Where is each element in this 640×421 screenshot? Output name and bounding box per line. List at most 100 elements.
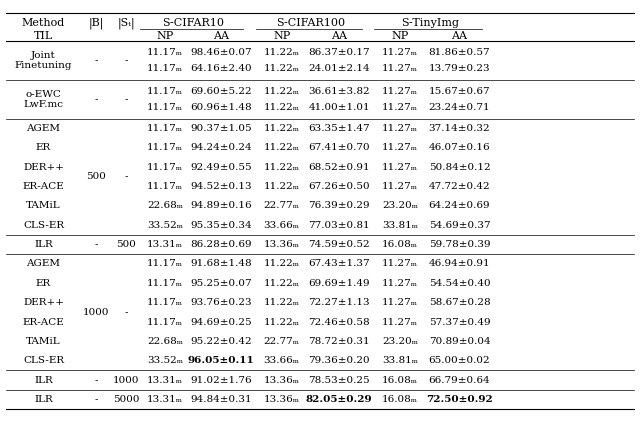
- Text: CLS-ER: CLS-ER: [23, 221, 64, 230]
- Text: 11.27ₘ: 11.27ₘ: [382, 259, 418, 269]
- Text: -: -: [94, 56, 98, 65]
- Text: 94.24±0.24: 94.24±0.24: [190, 143, 252, 152]
- Text: 11.27ₘ: 11.27ₘ: [382, 298, 418, 307]
- Text: 66.79±0.64: 66.79±0.64: [429, 376, 490, 385]
- Text: -: -: [94, 376, 98, 385]
- Text: S-CIFAR10: S-CIFAR10: [162, 18, 224, 28]
- Text: 13.36ₘ: 13.36ₘ: [264, 240, 300, 249]
- Text: 11.27ₘ: 11.27ₘ: [382, 143, 418, 152]
- Text: 79.36±0.20: 79.36±0.20: [308, 356, 370, 365]
- Text: 33.52ₘ: 33.52ₘ: [147, 356, 183, 365]
- Text: 11.27ₘ: 11.27ₘ: [382, 317, 418, 327]
- Text: DER++: DER++: [23, 298, 64, 307]
- Text: 11.27ₘ: 11.27ₘ: [382, 103, 418, 112]
- Text: 86.37±0.17: 86.37±0.17: [308, 48, 370, 57]
- Text: 72.50±0.92: 72.50±0.92: [426, 395, 493, 404]
- Text: 37.14±0.32: 37.14±0.32: [429, 124, 490, 133]
- Text: 81.86±0.57: 81.86±0.57: [429, 48, 490, 57]
- Text: 64.24±0.69: 64.24±0.69: [429, 201, 490, 210]
- Text: 22.77ₘ: 22.77ₘ: [264, 337, 300, 346]
- Text: 69.69±1.49: 69.69±1.49: [308, 279, 370, 288]
- Text: -: -: [94, 240, 98, 249]
- Text: TAMiL: TAMiL: [26, 337, 61, 346]
- Text: ILR: ILR: [34, 240, 53, 249]
- Text: 70.89±0.04: 70.89±0.04: [429, 337, 490, 346]
- Text: 11.27ₘ: 11.27ₘ: [382, 163, 418, 172]
- Text: 33.81ₘ: 33.81ₘ: [382, 221, 418, 230]
- Text: -: -: [124, 95, 128, 104]
- Text: ILR: ILR: [34, 395, 53, 404]
- Text: 11.22ₘ: 11.22ₘ: [264, 124, 300, 133]
- Text: 16.08ₘ: 16.08ₘ: [382, 395, 418, 404]
- Text: 11.22ₘ: 11.22ₘ: [264, 87, 300, 96]
- Text: 11.27ₘ: 11.27ₘ: [382, 48, 418, 57]
- Text: 11.27ₘ: 11.27ₘ: [382, 87, 418, 96]
- Text: DER++: DER++: [23, 163, 64, 172]
- Text: 68.52±0.91: 68.52±0.91: [308, 163, 370, 172]
- Text: 65.00±0.02: 65.00±0.02: [429, 356, 490, 365]
- Text: 11.22ₘ: 11.22ₘ: [264, 48, 300, 57]
- Text: 50.84±0.12: 50.84±0.12: [429, 163, 490, 172]
- Text: 11.22ₘ: 11.22ₘ: [264, 298, 300, 307]
- Text: 33.66ₘ: 33.66ₘ: [264, 356, 300, 365]
- Text: 76.39±0.29: 76.39±0.29: [308, 201, 370, 210]
- Text: 41.00±1.01: 41.00±1.01: [308, 103, 370, 112]
- Text: 11.17ₘ: 11.17ₘ: [147, 182, 183, 191]
- Text: 36.61±3.82: 36.61±3.82: [308, 87, 370, 96]
- Text: 13.31ₘ: 13.31ₘ: [147, 376, 183, 385]
- Text: 78.72±0.31: 78.72±0.31: [308, 337, 370, 346]
- Text: AGEM: AGEM: [26, 259, 61, 269]
- Text: 95.35±0.34: 95.35±0.34: [190, 221, 252, 230]
- Text: 11.27ₘ: 11.27ₘ: [382, 279, 418, 288]
- Text: 23.24±0.71: 23.24±0.71: [429, 103, 490, 112]
- Text: 11.17ₘ: 11.17ₘ: [147, 259, 183, 269]
- Text: -: -: [124, 56, 128, 65]
- Text: 11.27ₘ: 11.27ₘ: [382, 182, 418, 191]
- Text: 11.22ₘ: 11.22ₘ: [264, 64, 300, 73]
- Text: AGEM: AGEM: [26, 124, 61, 133]
- Text: 11.22ₘ: 11.22ₘ: [264, 143, 300, 152]
- Text: ER-ACE: ER-ACE: [22, 182, 65, 191]
- Text: AA: AA: [212, 31, 229, 41]
- Text: 78.53±0.25: 78.53±0.25: [308, 376, 370, 385]
- Text: 23.20ₘ: 23.20ₘ: [382, 201, 418, 210]
- Text: NP: NP: [157, 31, 173, 41]
- Text: 11.22ₘ: 11.22ₘ: [264, 163, 300, 172]
- Text: 86.28±0.69: 86.28±0.69: [190, 240, 252, 249]
- Text: ER-ACE: ER-ACE: [22, 317, 65, 327]
- Text: AA: AA: [332, 31, 348, 41]
- Text: 57.37±0.49: 57.37±0.49: [429, 317, 490, 327]
- Text: 92.49±0.55: 92.49±0.55: [190, 163, 252, 172]
- Text: 16.08ₘ: 16.08ₘ: [382, 240, 418, 249]
- Text: 96.05±0.11: 96.05±0.11: [188, 356, 254, 365]
- Text: 46.94±0.91: 46.94±0.91: [429, 259, 490, 269]
- Text: 67.43±1.37: 67.43±1.37: [308, 259, 370, 269]
- Text: 15.67±0.67: 15.67±0.67: [429, 87, 490, 96]
- Text: 11.17ₘ: 11.17ₘ: [147, 317, 183, 327]
- Text: ER: ER: [36, 279, 51, 288]
- Text: 82.05±0.29: 82.05±0.29: [306, 395, 372, 404]
- Text: 11.22ₘ: 11.22ₘ: [264, 103, 300, 112]
- Text: 33.52ₘ: 33.52ₘ: [147, 221, 183, 230]
- Text: -: -: [124, 172, 128, 181]
- Text: 11.17ₘ: 11.17ₘ: [147, 298, 183, 307]
- Text: 94.84±0.31: 94.84±0.31: [190, 395, 252, 404]
- Text: 11.22ₘ: 11.22ₘ: [264, 259, 300, 269]
- Text: 33.66ₘ: 33.66ₘ: [264, 221, 300, 230]
- Text: 58.67±0.28: 58.67±0.28: [429, 298, 490, 307]
- Text: TIL: TIL: [34, 31, 53, 41]
- Text: 13.79±0.23: 13.79±0.23: [429, 64, 490, 73]
- Text: 23.20ₘ: 23.20ₘ: [382, 337, 418, 346]
- Text: 93.76±0.23: 93.76±0.23: [190, 298, 252, 307]
- Text: 16.08ₘ: 16.08ₘ: [382, 376, 418, 385]
- Text: Method: Method: [22, 18, 65, 28]
- Text: 94.52±0.13: 94.52±0.13: [190, 182, 252, 191]
- Text: 63.35±1.47: 63.35±1.47: [308, 124, 370, 133]
- Text: -: -: [94, 95, 98, 104]
- Text: 22.68ₘ: 22.68ₘ: [147, 201, 183, 210]
- Text: 69.60±5.22: 69.60±5.22: [190, 87, 252, 96]
- Text: 54.69±0.37: 54.69±0.37: [429, 221, 490, 230]
- Text: TAMiL: TAMiL: [26, 201, 61, 210]
- Text: 500: 500: [116, 240, 136, 249]
- Text: o-EWC
LwF.mc: o-EWC LwF.mc: [24, 90, 63, 109]
